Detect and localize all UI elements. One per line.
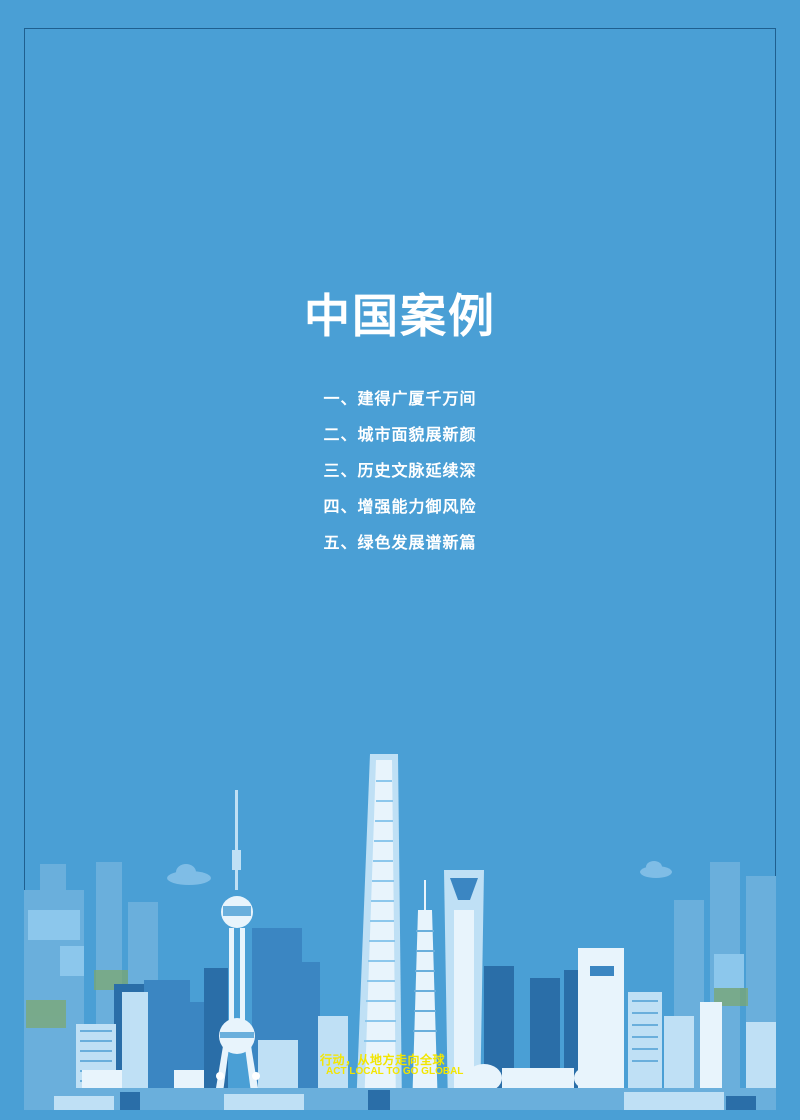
toc-item: 四、增强能力御风险 — [323, 497, 477, 516]
page-title: 中国案例 — [304, 289, 496, 343]
slogan-english: ACT LOCAL TO GO GLOBAL — [326, 1066, 464, 1077]
toc-item: 一、建得广厦千万间 — [323, 389, 477, 408]
table-of-contents: 一、建得广厦千万间 二、城市面貌展新颜 三、历史文脉延续深 四、增强能力御风险 … — [0, 386, 800, 566]
jinmao-tower — [412, 880, 438, 1110]
cloud-icon — [167, 861, 672, 885]
city-skyline-illustration — [24, 754, 776, 1110]
toc-item: 二、城市面貌展新颜 — [323, 425, 477, 444]
swfc-tower — [444, 870, 484, 1110]
toc-item: 五、绿色发展谱新篇 — [323, 533, 477, 552]
pearl-tower — [214, 790, 260, 1100]
toc-item: 三、历史文脉延续深 — [323, 461, 477, 480]
slogan-chinese: 行动，从地方走向全球 — [320, 1053, 446, 1067]
shanghai-tower — [356, 754, 402, 1110]
